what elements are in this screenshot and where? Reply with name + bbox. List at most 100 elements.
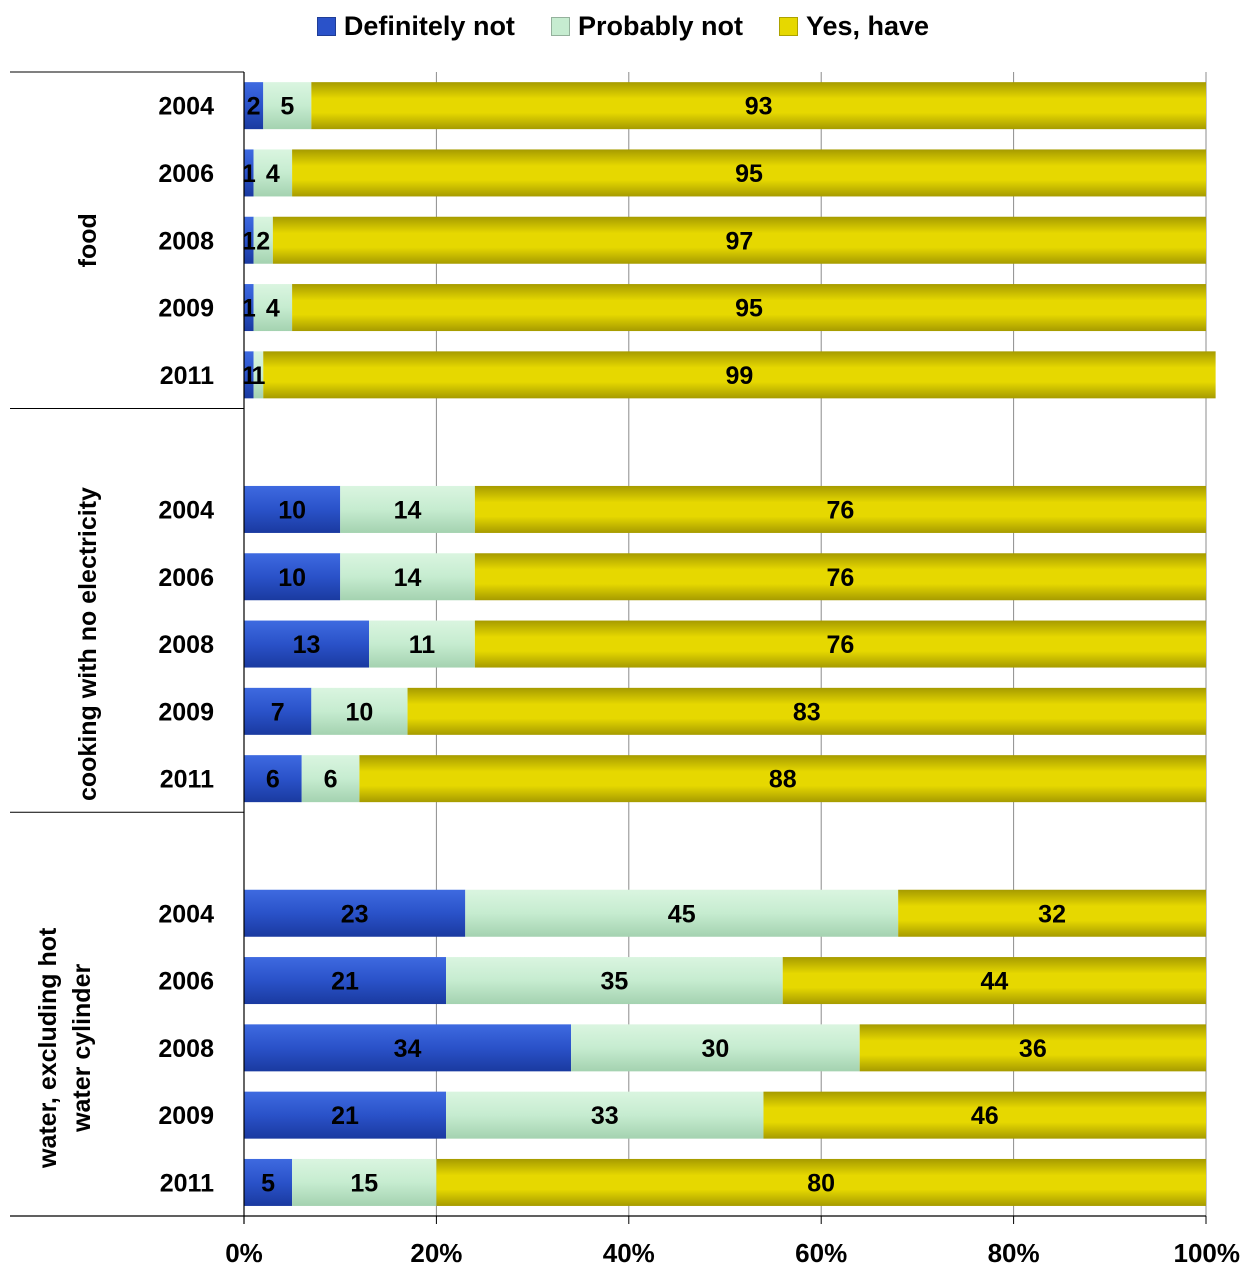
data-label: 6 xyxy=(266,766,280,794)
legend-swatch-yes-have xyxy=(778,16,798,36)
row-label: 2011 xyxy=(160,1169,214,1197)
group-label-line: water, excluding hot xyxy=(34,927,62,1169)
row-label: 2006 xyxy=(158,968,214,996)
data-label: 2 xyxy=(247,93,261,121)
data-label: 45 xyxy=(668,900,696,928)
data-label: 15 xyxy=(350,1169,378,1197)
bar-segment-definitely-not xyxy=(244,553,341,601)
x-tick-label: 100% xyxy=(1174,1238,1241,1268)
row-label: 2006 xyxy=(158,564,214,592)
bar-segment-definitely-not xyxy=(244,889,466,937)
legend-label-probably-not: Probably not xyxy=(577,10,743,41)
data-label: 34 xyxy=(394,1035,422,1063)
bar-segment-definitely-not xyxy=(244,284,254,332)
bar-segment-probably-not xyxy=(292,1158,437,1206)
bar-segment-probably-not xyxy=(369,620,475,668)
data-label: 10 xyxy=(346,698,374,726)
bar-segment-definitely-not xyxy=(244,620,370,668)
bar-segment-definitely-not xyxy=(244,82,264,130)
data-label: 83 xyxy=(793,698,821,726)
bar-segment-yes-have xyxy=(292,149,1207,197)
data-label: 36 xyxy=(1019,1035,1047,1063)
row-label: 2004 xyxy=(158,900,214,928)
bar-segment-yes-have xyxy=(474,620,1206,668)
data-label: 5 xyxy=(280,93,294,121)
group-label-line: water cylinder xyxy=(68,964,96,1133)
bar-segment-yes-have xyxy=(859,1024,1206,1072)
data-label: 33 xyxy=(591,1102,619,1130)
bar-segment-probably-not xyxy=(446,1091,764,1139)
chart-legend: Definitely not Probably not Yes, have xyxy=(0,8,1246,44)
bar-segment-definitely-not xyxy=(244,1024,572,1072)
data-label: 2 xyxy=(256,227,270,255)
bar-segment-yes-have xyxy=(272,216,1206,264)
bar-segment-yes-have xyxy=(474,553,1206,601)
data-label: 93 xyxy=(745,93,773,121)
legend-swatch-definitely-not xyxy=(316,16,336,36)
data-label: 80 xyxy=(807,1169,835,1197)
legend-item-definitely-not: Definitely not xyxy=(316,11,515,42)
bar-segment-probably-not xyxy=(571,1024,860,1072)
group-label: food xyxy=(74,213,102,267)
bar-segment-definitely-not xyxy=(244,485,341,533)
row-label: 2008 xyxy=(158,631,214,659)
bars xyxy=(244,82,1216,1206)
data-label: 32 xyxy=(1038,900,1066,928)
bar-segment-definitely-not xyxy=(244,687,312,735)
data-label: 13 xyxy=(293,631,321,659)
data-label: 99 xyxy=(726,362,754,390)
bar-segment-probably-not xyxy=(340,553,475,601)
x-tick-label: 60% xyxy=(795,1238,847,1268)
legend-label-yes-have: Yes, have xyxy=(805,10,930,41)
axes: 0% 20% 40% 60% 80% 100% xyxy=(10,71,1241,1268)
row-label: 2009 xyxy=(158,295,214,323)
data-label: 1 xyxy=(242,160,256,188)
data-label: 6 xyxy=(324,766,338,794)
bar-segment-probably-not xyxy=(253,284,293,332)
row-label: 2008 xyxy=(158,227,214,255)
row-label: 2009 xyxy=(158,698,214,726)
bar-segment-definitely-not xyxy=(244,149,254,197)
data-label: 10 xyxy=(278,496,306,524)
data-label: 30 xyxy=(701,1035,729,1063)
data-label: 44 xyxy=(980,968,1008,996)
data-label: 4 xyxy=(266,295,280,323)
group-label: water, excluding hot water cylinder xyxy=(34,927,96,1169)
x-tick-label: 80% xyxy=(988,1238,1040,1268)
bar-segment-probably-not xyxy=(311,687,408,735)
bar-segment-yes-have xyxy=(436,1158,1206,1206)
bar-segment-definitely-not xyxy=(244,351,254,399)
data-label: 14 xyxy=(394,564,422,592)
row-label: 2006 xyxy=(158,160,214,188)
bar-segment-yes-have xyxy=(359,755,1206,803)
data-label: 88 xyxy=(769,766,797,794)
legend-swatch-probably-not xyxy=(550,16,570,36)
data-label: 1 xyxy=(251,362,265,390)
bar-segment-yes-have xyxy=(782,957,1206,1005)
bar-segment-definitely-not xyxy=(244,957,447,1005)
bar-segment-probably-not xyxy=(263,82,312,130)
data-label: 1 xyxy=(242,362,256,390)
data-label: 21 xyxy=(331,968,359,996)
group-label: cooking with no electricity xyxy=(74,487,102,801)
row-label: 2009 xyxy=(158,1102,214,1130)
bar-segment-probably-not xyxy=(301,755,360,803)
data-label: 1 xyxy=(242,227,256,255)
row-label: 2011 xyxy=(160,362,214,390)
data-label: 7 xyxy=(271,698,285,726)
legend-item-probably-not: Probably not xyxy=(550,10,743,42)
data-label: 76 xyxy=(827,631,855,659)
bar-segment-probably-not xyxy=(253,149,293,197)
row-label: 2004 xyxy=(158,93,214,121)
data-label: 76 xyxy=(827,496,855,524)
data-label: 1 xyxy=(242,295,256,323)
bar-segment-probably-not xyxy=(253,351,264,399)
bar-segment-yes-have xyxy=(292,284,1207,332)
data-label: 5 xyxy=(261,1169,275,1197)
group-label-line: cooking with no electricity xyxy=(74,487,102,801)
row-label: 2008 xyxy=(158,1035,214,1063)
data-label: 21 xyxy=(331,1102,359,1130)
legend-item-yes-have: Yes, have xyxy=(778,10,930,42)
